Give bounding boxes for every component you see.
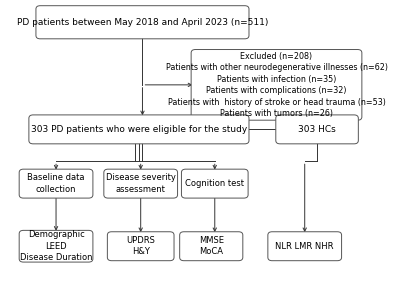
Text: 303 HCs: 303 HCs	[298, 125, 336, 134]
FancyBboxPatch shape	[107, 232, 174, 261]
FancyBboxPatch shape	[180, 232, 243, 261]
FancyBboxPatch shape	[19, 230, 93, 262]
FancyBboxPatch shape	[268, 232, 342, 261]
FancyBboxPatch shape	[36, 6, 249, 39]
Text: Baseline data
collection: Baseline data collection	[27, 173, 85, 194]
Text: Excluded (n=208)
Patients with other neurodegenerative illnesses (n=62)
Patients: Excluded (n=208) Patients with other neu…	[166, 52, 388, 118]
Text: PD patients between May 2018 and April 2023 (n=511): PD patients between May 2018 and April 2…	[17, 18, 268, 27]
Text: Demographic
LEED
Disease Duration: Demographic LEED Disease Duration	[20, 230, 92, 262]
FancyBboxPatch shape	[276, 115, 358, 144]
Text: NLR LMR NHR: NLR LMR NHR	[276, 242, 334, 251]
FancyBboxPatch shape	[182, 169, 248, 198]
Text: Disease severity
assessment: Disease severity assessment	[106, 173, 176, 194]
FancyBboxPatch shape	[104, 169, 178, 198]
Text: Cognition test: Cognition test	[185, 179, 244, 188]
Text: UPDRS
H&Y: UPDRS H&Y	[126, 236, 155, 257]
FancyBboxPatch shape	[29, 115, 249, 144]
Text: MMSE
MoCA: MMSE MoCA	[199, 236, 224, 257]
FancyBboxPatch shape	[19, 169, 93, 198]
Text: 303 PD patients who were eligible for the study: 303 PD patients who were eligible for th…	[31, 125, 247, 134]
FancyBboxPatch shape	[191, 49, 362, 120]
